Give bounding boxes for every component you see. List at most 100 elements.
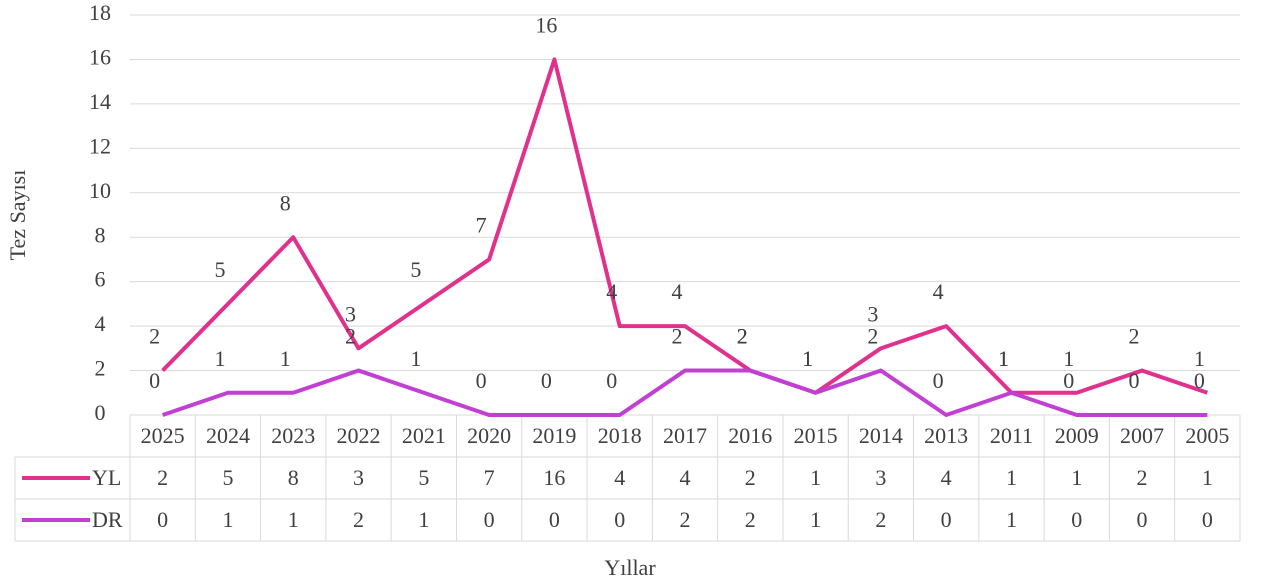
data-label: 5 xyxy=(214,257,225,282)
y-tick-label: 18 xyxy=(89,0,111,25)
table-value: 8 xyxy=(288,465,299,490)
x-tick-label: 2005 xyxy=(1185,423,1229,448)
table-value: 1 xyxy=(1071,465,1082,490)
x-tick-label: 2020 xyxy=(467,423,511,448)
table-value: 0 xyxy=(484,507,495,532)
y-tick-label: 2 xyxy=(95,356,106,381)
data-label: 1 xyxy=(280,346,291,371)
table-value: 0 xyxy=(1202,507,1213,532)
table-value: 1 xyxy=(222,507,233,532)
x-tick-label: 2023 xyxy=(271,423,315,448)
x-tick-label: 2009 xyxy=(1055,423,1099,448)
table-value: 1 xyxy=(1202,465,1213,490)
data-label: 4 xyxy=(672,279,683,304)
x-tick-label: 2019 xyxy=(532,423,576,448)
table-value: 4 xyxy=(941,465,952,490)
data-label: 2 xyxy=(672,324,683,349)
x-tick-label: 2018 xyxy=(598,423,642,448)
data-label: 3 xyxy=(867,301,878,326)
table-value: 1 xyxy=(810,507,821,532)
table-value: 2 xyxy=(745,507,756,532)
table-value: 5 xyxy=(418,465,429,490)
data-label: 4 xyxy=(933,279,944,304)
data-label: 16 xyxy=(535,12,557,37)
table-value: 3 xyxy=(353,465,364,490)
x-tick-label: 2022 xyxy=(337,423,381,448)
table-value: 0 xyxy=(549,507,560,532)
data-label: 0 xyxy=(606,368,617,393)
data-label: 2 xyxy=(737,324,748,349)
data-label: 0 xyxy=(1129,368,1140,393)
table-value: 1 xyxy=(418,507,429,532)
data-label: 0 xyxy=(476,368,487,393)
table-value: 0 xyxy=(157,507,168,532)
line xyxy=(162,368,1208,417)
table-value: 5 xyxy=(222,465,233,490)
data-label: 0 xyxy=(1194,368,1205,393)
data-label: 1 xyxy=(998,346,1009,371)
line xyxy=(161,57,1208,395)
data-label: 0 xyxy=(541,368,552,393)
data-label: 1 xyxy=(802,346,813,371)
data-label: 0 xyxy=(1063,368,1074,393)
data-label: 1 xyxy=(802,346,813,371)
table-value: 0 xyxy=(614,507,625,532)
data-label: 0 xyxy=(933,368,944,393)
x-tick-label: 2013 xyxy=(924,423,968,448)
table-value: 4 xyxy=(680,465,691,490)
table-value: 3 xyxy=(875,465,886,490)
table-value: 2 xyxy=(353,507,364,532)
table-value: 1 xyxy=(1006,465,1017,490)
data-label: 8 xyxy=(280,190,291,215)
x-tick-label: 2017 xyxy=(663,423,707,448)
data-label: 3 xyxy=(345,301,356,326)
table-value: 0 xyxy=(941,507,952,532)
x-tick-label: 2016 xyxy=(728,423,772,448)
table-value: 16 xyxy=(543,465,565,490)
data-label: 2 xyxy=(345,324,356,349)
data-label: 1 xyxy=(1194,346,1205,371)
data-label: 2 xyxy=(149,324,160,349)
data-label: 2 xyxy=(1129,324,1140,349)
y-tick-label: 10 xyxy=(89,178,111,203)
table-value: 0 xyxy=(1071,507,1082,532)
table-value: 4 xyxy=(614,465,625,490)
data-label: 4 xyxy=(606,279,617,304)
legend-label: DR xyxy=(92,507,123,532)
data-label: 7 xyxy=(476,212,487,237)
x-tick-label: 2011 xyxy=(990,423,1033,448)
data-label: 0 xyxy=(149,368,160,393)
table-value: 1 xyxy=(810,465,821,490)
y-tick-label: 12 xyxy=(89,133,111,158)
x-tick-label: 2021 xyxy=(402,423,446,448)
legend-label: YL xyxy=(92,465,121,490)
x-axis-label: Yıllar xyxy=(604,555,656,580)
y-tick-label: 16 xyxy=(89,44,111,69)
data-label: 2 xyxy=(867,324,878,349)
data-label: 2 xyxy=(737,324,748,349)
table-value: 1 xyxy=(288,507,299,532)
data-label: 1 xyxy=(214,346,225,371)
data-label: 5 xyxy=(410,257,421,282)
y-tick-label: 0 xyxy=(95,400,106,425)
y-tick-label: 6 xyxy=(95,267,106,292)
table-value: 2 xyxy=(875,507,886,532)
data-label: 1 xyxy=(998,346,1009,371)
y-axis-label: Tez Sayısı xyxy=(5,170,30,261)
x-tick-label: 2025 xyxy=(141,423,185,448)
data-label: 1 xyxy=(1063,346,1074,371)
x-tick-label: 2007 xyxy=(1120,423,1164,448)
y-tick-label: 14 xyxy=(89,89,111,114)
table-value: 2 xyxy=(680,507,691,532)
x-tick-label: 2015 xyxy=(794,423,838,448)
table-value: 2 xyxy=(745,465,756,490)
table-value: 1 xyxy=(1006,507,1017,532)
x-tick-label: 2014 xyxy=(859,423,903,448)
table-value: 2 xyxy=(157,465,168,490)
y-tick-label: 8 xyxy=(95,222,106,247)
y-tick-label: 4 xyxy=(95,311,106,336)
table-value: 2 xyxy=(1137,465,1148,490)
data-label: 1 xyxy=(410,346,421,371)
table-value: 0 xyxy=(1137,507,1148,532)
